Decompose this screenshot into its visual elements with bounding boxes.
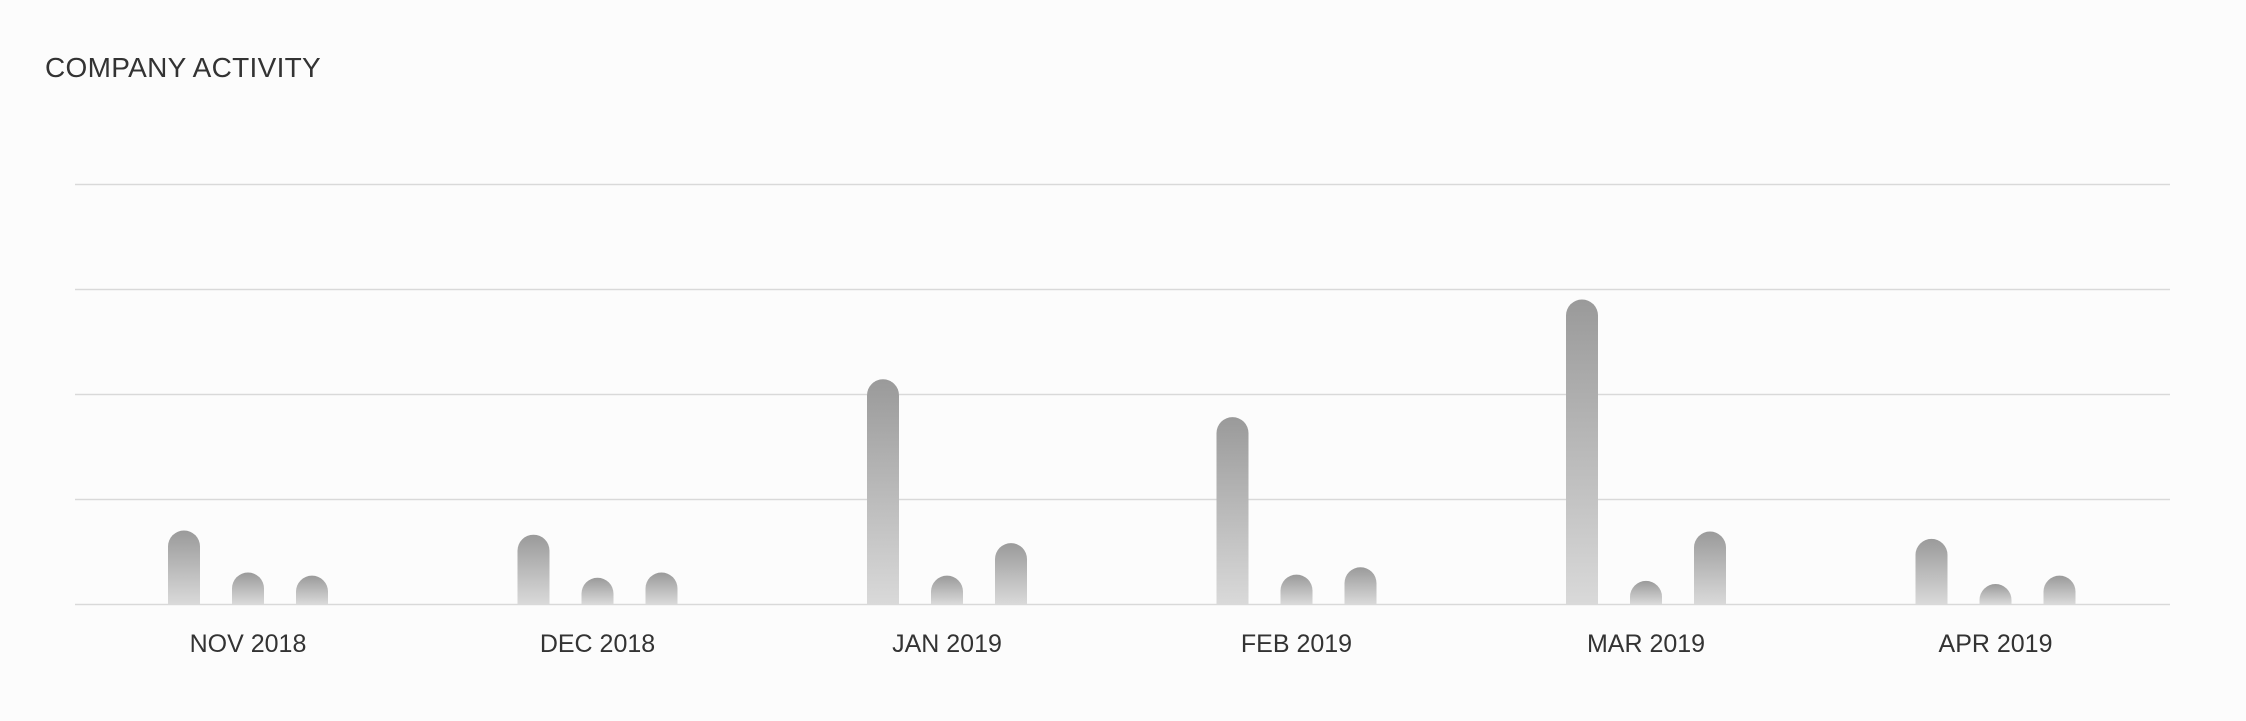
x-tick-label: APR 2019 bbox=[1939, 630, 2053, 658]
bar bbox=[645, 572, 678, 604]
bar bbox=[1344, 567, 1377, 604]
x-tick-label: FEB 2019 bbox=[1241, 630, 1352, 658]
x-tick-label: JAN 2019 bbox=[892, 630, 1002, 658]
bar bbox=[1630, 580, 1662, 604]
bar bbox=[1915, 538, 1948, 604]
gridlines bbox=[75, 183, 2170, 606]
x-tick-label: NOV 2018 bbox=[190, 630, 307, 658]
bar bbox=[296, 575, 328, 604]
bar bbox=[931, 575, 963, 604]
bar bbox=[867, 379, 899, 604]
x-axis-tick-labels: NOV 2018 DEC 2018 JAN 2019 FEB 2019 MAR 2019… bbox=[190, 630, 2053, 658]
bar bbox=[1280, 574, 1313, 604]
bar bbox=[168, 530, 200, 604]
x-tick-label: DEC 2018 bbox=[540, 630, 655, 658]
bar bbox=[2043, 575, 2076, 604]
bar bbox=[517, 534, 550, 604]
bar bbox=[1216, 417, 1249, 604]
bar bbox=[1566, 299, 1598, 604]
bar bbox=[995, 543, 1027, 604]
bar bbox=[581, 577, 614, 604]
bars bbox=[168, 299, 2076, 604]
bar bbox=[232, 572, 264, 604]
bar bbox=[1979, 584, 2012, 604]
x-tick-label: MAR 2019 bbox=[1587, 630, 1705, 658]
bar bbox=[1694, 531, 1726, 604]
chart-title: COMPANY ACTIVITY bbox=[45, 52, 322, 83]
